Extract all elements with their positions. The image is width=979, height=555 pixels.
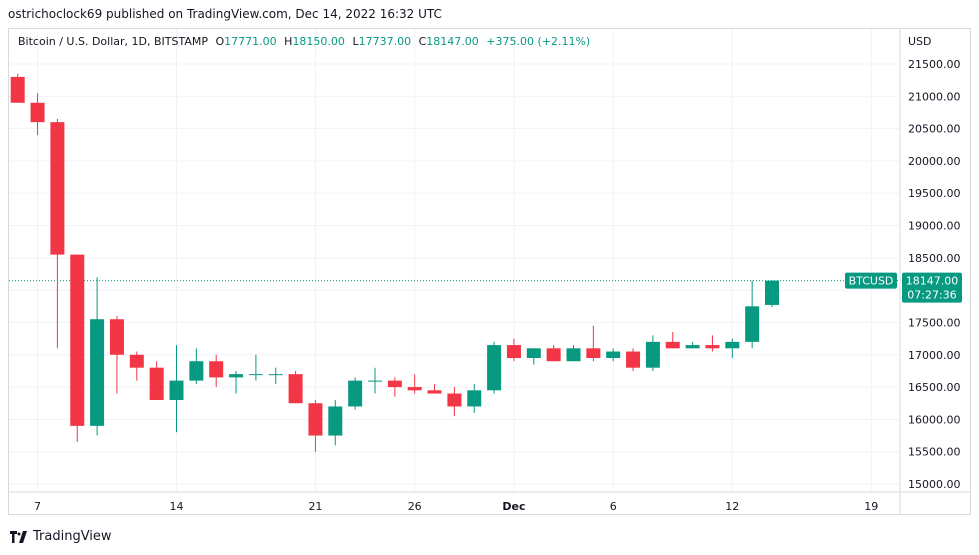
- symbol-tag: [845, 272, 897, 289]
- x-tick-label: 21: [308, 500, 322, 513]
- y-tick-label: 15500.00: [908, 446, 961, 459]
- candle-down[interactable]: [209, 361, 224, 378]
- y-tick-label: 21500.00: [908, 58, 961, 71]
- candle-up[interactable]: [248, 374, 263, 376]
- candle-down[interactable]: [407, 387, 422, 391]
- candle-up[interactable]: [725, 341, 740, 349]
- close-label: C: [418, 35, 427, 48]
- candle-up[interactable]: [526, 348, 541, 358]
- candle-up[interactable]: [169, 380, 184, 400]
- candle-down[interactable]: [109, 319, 124, 355]
- candle-down[interactable]: [70, 254, 85, 426]
- symbol-legend: Bitcoin / U.S. Dollar, 1D, BITSTAMP O177…: [18, 35, 590, 48]
- candle-down[interactable]: [427, 390, 442, 394]
- candle-down[interactable]: [288, 374, 303, 404]
- candle-up[interactable]: [745, 306, 760, 342]
- y-tick-label: 18500.00: [908, 252, 961, 265]
- chart-frame: [8, 28, 971, 515]
- candle-up[interactable]: [229, 374, 244, 378]
- candle-up[interactable]: [90, 319, 105, 426]
- candle-up[interactable]: [685, 345, 700, 349]
- candle-up[interactable]: [487, 345, 502, 391]
- last-price-value: 18147.00: [906, 275, 959, 288]
- candle-down[interactable]: [626, 351, 641, 368]
- open-value: 17771.00: [224, 35, 277, 48]
- candle-down[interactable]: [149, 367, 164, 400]
- symbol-tag-label: BTCUSD: [849, 275, 894, 288]
- candle-up[interactable]: [189, 361, 204, 381]
- x-tick-label: 6: [610, 500, 617, 513]
- y-tick-label: 20500.00: [908, 123, 961, 136]
- low-value: 17737.00: [358, 35, 412, 48]
- candle-down[interactable]: [447, 393, 462, 407]
- candle-up[interactable]: [348, 380, 363, 407]
- last-price-tag: [902, 272, 962, 303]
- symbol-title[interactable]: Bitcoin / U.S. Dollar, 1D, BITSTAMP: [18, 35, 208, 48]
- bar-countdown: 07:27:36: [907, 289, 956, 302]
- price-axis-currency: USD: [908, 35, 932, 48]
- tradingview-brand: TradingView: [33, 529, 112, 544]
- candle-down[interactable]: [387, 380, 402, 388]
- high-value: 18150.00: [292, 35, 345, 48]
- candle-down[interactable]: [506, 345, 521, 358]
- y-tick-label: 19500.00: [908, 187, 961, 200]
- candle-down[interactable]: [586, 348, 601, 358]
- candle-up[interactable]: [368, 380, 382, 382]
- candle-down[interactable]: [10, 76, 25, 103]
- y-tick-label: 16500.00: [908, 381, 961, 394]
- x-tick-label: 26: [408, 500, 422, 513]
- candle-down[interactable]: [308, 403, 323, 436]
- y-tick-label: 15000.00: [908, 478, 961, 491]
- publication-header: ostrichoclock69 published on TradingView…: [8, 7, 442, 21]
- x-tick-label: 7: [34, 500, 41, 513]
- tradingview-footer[interactable]: TradingView: [10, 529, 112, 544]
- y-tick-label: 19000.00: [908, 220, 961, 233]
- y-tick-label: 17000.00: [908, 349, 961, 362]
- candle-up[interactable]: [328, 406, 343, 436]
- y-tick-label: 20000.00: [908, 155, 961, 168]
- x-tick-label: Dec: [502, 500, 525, 513]
- y-tick-label: 17500.00: [908, 316, 961, 329]
- candle-up[interactable]: [645, 341, 660, 368]
- candle-down[interactable]: [705, 345, 720, 349]
- candle-up[interactable]: [566, 348, 581, 362]
- candle-up[interactable]: [268, 374, 283, 376]
- candle-down[interactable]: [665, 341, 680, 349]
- change-value: +375.00 (+2.11%): [486, 35, 591, 48]
- y-tick-label: 21000.00: [908, 90, 961, 103]
- high-label: H: [284, 35, 293, 48]
- candle-up[interactable]: [765, 280, 779, 305]
- x-tick-label: 14: [170, 500, 184, 513]
- candle-down[interactable]: [129, 354, 144, 368]
- x-tick-label: 12: [725, 500, 739, 513]
- x-tick-label: 19: [864, 500, 878, 513]
- candle-down[interactable]: [546, 348, 561, 362]
- tradingview-logo-icon: [10, 530, 27, 543]
- candle-up[interactable]: [467, 390, 482, 407]
- candle-up[interactable]: [606, 351, 621, 358]
- low-label: L: [352, 35, 359, 48]
- candle-down[interactable]: [30, 102, 45, 123]
- close-value: 18147.00: [426, 35, 479, 48]
- open-label: O: [215, 35, 225, 48]
- candle-down[interactable]: [50, 122, 65, 255]
- y-tick-label: 16000.00: [908, 413, 961, 426]
